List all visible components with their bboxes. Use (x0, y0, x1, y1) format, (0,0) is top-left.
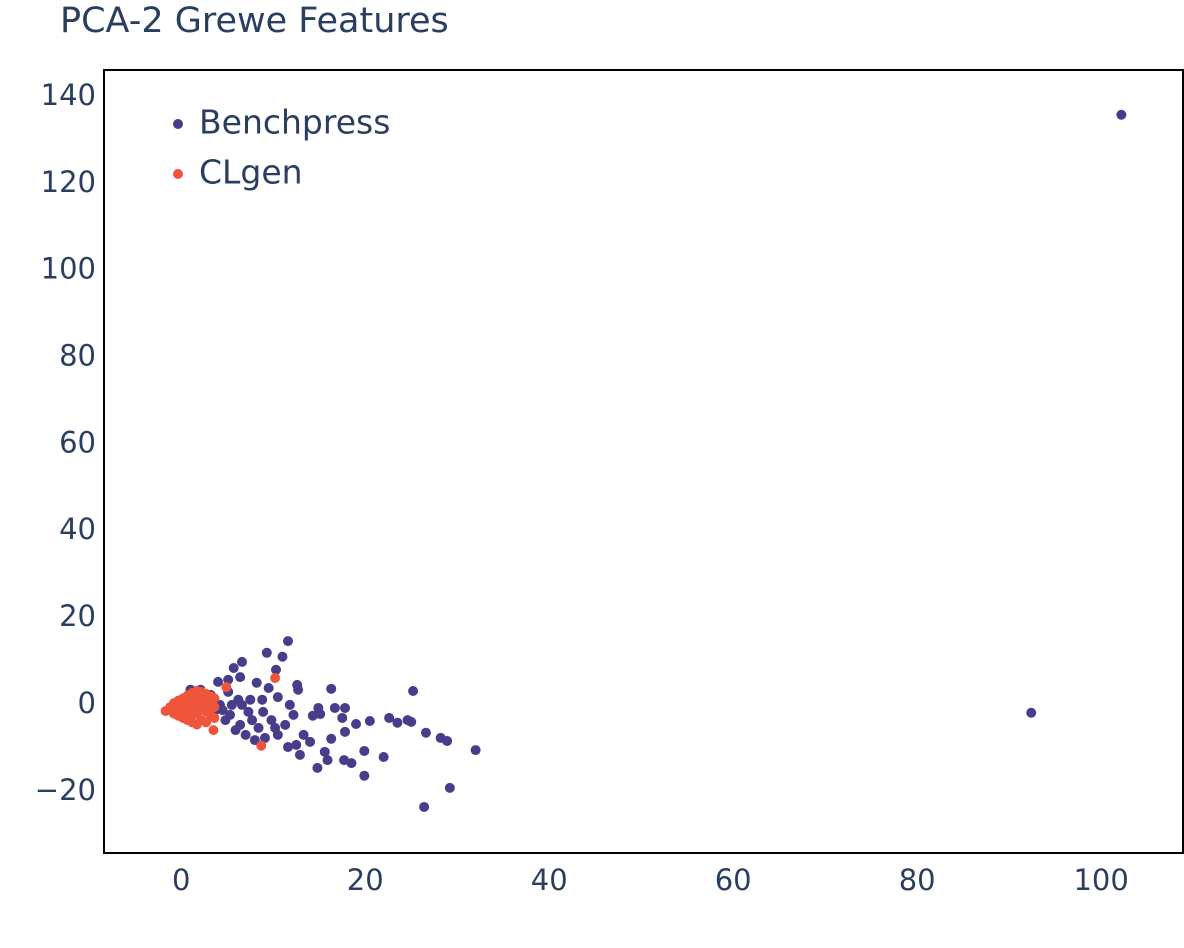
y-tick-label: 120 (41, 165, 96, 199)
y-tick-label: 0 (78, 686, 96, 720)
point (291, 739, 302, 750)
point (322, 755, 333, 766)
point (230, 725, 241, 736)
point (247, 715, 258, 726)
point (221, 682, 232, 693)
point (305, 736, 316, 747)
point (266, 715, 277, 726)
y-tick-label: 60 (59, 425, 96, 459)
point (282, 742, 293, 753)
point (406, 716, 417, 727)
point (272, 692, 283, 703)
point (408, 686, 419, 697)
point (340, 702, 351, 713)
point (364, 715, 375, 726)
point (261, 647, 272, 658)
point (326, 683, 337, 694)
point (209, 702, 220, 713)
point (312, 762, 323, 773)
point (284, 699, 295, 710)
y-tick-label: 40 (59, 512, 96, 546)
point (340, 726, 351, 737)
point (282, 636, 293, 647)
point (288, 709, 299, 720)
point (298, 729, 309, 740)
y-tick-label: 140 (41, 78, 96, 112)
point (243, 706, 254, 717)
point (1026, 707, 1037, 718)
point (251, 677, 262, 688)
point (220, 715, 231, 726)
point (319, 746, 330, 757)
point (351, 719, 362, 730)
x-tick-label: 40 (531, 863, 568, 897)
point (384, 712, 395, 723)
point (293, 684, 304, 695)
point (228, 662, 239, 673)
point (271, 664, 282, 675)
point (245, 694, 256, 705)
point (217, 705, 228, 716)
x-tick-label: 20 (347, 863, 384, 897)
y-tick-label: 20 (59, 599, 96, 633)
point (346, 758, 357, 769)
point (249, 735, 260, 746)
point (337, 712, 348, 723)
x-tick-label: 80 (899, 863, 936, 897)
point (240, 729, 251, 740)
x-tick-label: 60 (715, 863, 752, 897)
legend-marker (173, 169, 183, 179)
point (258, 706, 269, 717)
chart-title: PCA-2 Grewe Features (60, 1, 449, 41)
y-tick-label: 100 (41, 252, 96, 286)
point (326, 733, 337, 744)
point (294, 749, 305, 760)
y-tick-label: 80 (59, 338, 96, 372)
legend-label: CLgen (199, 153, 303, 192)
legend-label: Benchpress (199, 103, 390, 142)
point (442, 735, 453, 746)
point (270, 722, 281, 733)
x-tick-label: 100 (1073, 863, 1128, 897)
point (329, 702, 340, 713)
point (209, 712, 220, 723)
point (359, 770, 370, 781)
point (378, 752, 389, 763)
legend-marker (173, 119, 183, 129)
point (359, 745, 370, 756)
point (315, 709, 326, 720)
point (236, 656, 247, 667)
point (236, 699, 247, 710)
point (256, 740, 267, 751)
point (392, 717, 403, 728)
point (420, 727, 431, 738)
point (259, 732, 270, 743)
point (208, 725, 219, 736)
point (213, 676, 224, 687)
point (470, 745, 481, 756)
point (419, 801, 430, 812)
point (277, 651, 288, 662)
point (280, 719, 291, 730)
point (235, 672, 246, 683)
point (226, 699, 237, 710)
point (1116, 109, 1127, 120)
plot-frame (103, 69, 1184, 854)
y-tick-label: −20 (35, 773, 96, 807)
point (257, 694, 268, 705)
point (270, 672, 281, 683)
point (209, 693, 220, 704)
x-tick-label: 0 (172, 863, 190, 897)
point (444, 782, 455, 793)
point (263, 682, 274, 693)
point (253, 722, 264, 733)
